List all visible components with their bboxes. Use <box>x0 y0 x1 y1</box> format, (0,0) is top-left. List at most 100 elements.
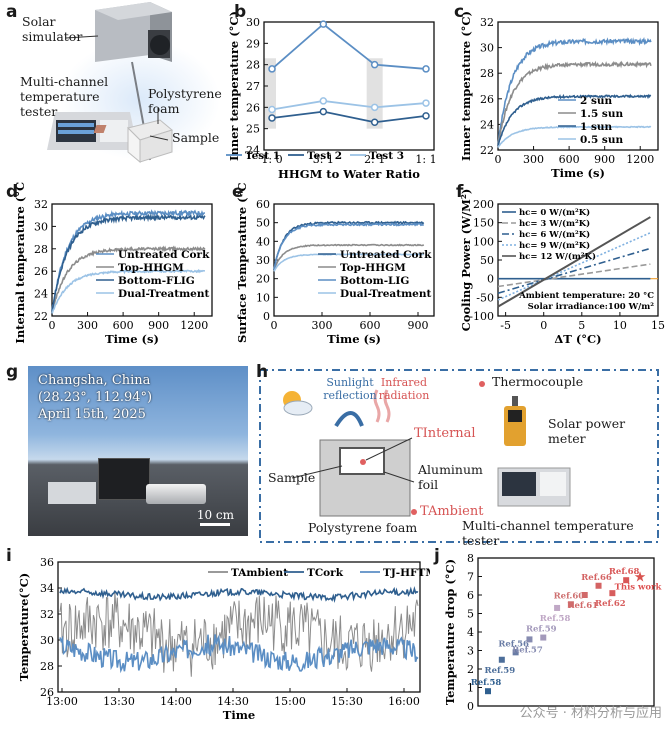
legend-label: Bottom-FLIG <box>118 275 195 287</box>
y-tick-label: 100 <box>473 235 494 248</box>
data-point <box>422 65 430 73</box>
point-label: Ref.59 <box>526 625 557 635</box>
tester-device <box>48 482 96 504</box>
series-line <box>497 60 652 147</box>
x-tick-label: 14:00 <box>160 695 192 708</box>
y-tick-label: 8 <box>467 552 474 565</box>
legend-label: 2 sun <box>580 95 613 107</box>
panel-label-b: b <box>234 2 247 22</box>
plot-frame <box>51 203 213 317</box>
x-tick-label: 0 <box>49 319 56 332</box>
series-line <box>497 93 652 147</box>
data-point <box>485 688 491 695</box>
dashed-frame <box>259 369 659 543</box>
x-tick-label: 900 <box>148 319 169 332</box>
x-tick-label: 300 <box>312 319 333 332</box>
point-label: Ref.57 <box>512 645 543 655</box>
data-point <box>623 577 630 584</box>
foam-sample-icon <box>93 119 174 164</box>
y-axis-label: Temperature drop (°C) <box>443 559 457 705</box>
legend-thermocouple-dot <box>479 381 485 387</box>
x-axis-label: Time (s) <box>551 166 605 180</box>
y-tick-label: 7 <box>467 571 474 584</box>
point-label: Ref.58 <box>471 678 502 688</box>
series-line <box>273 222 424 270</box>
y-tick-label: -100 <box>469 310 494 323</box>
ambient-thermocouple-dot <box>411 509 417 515</box>
data-point <box>268 114 276 122</box>
x-axis-label: Time (s) <box>327 332 381 346</box>
y-tick-label: 5 <box>467 608 474 621</box>
point-label: Ref.59 <box>485 666 516 676</box>
y-tick-label: 36 <box>40 556 54 569</box>
data-point <box>512 649 519 656</box>
legend-label: 0.5 sun <box>580 134 623 146</box>
series-line <box>51 245 206 314</box>
data-point <box>540 634 547 641</box>
plot-frame <box>497 21 659 151</box>
y-tick-label: 32 <box>40 608 54 621</box>
legend-label: hc= 9 W/(m²K) <box>519 240 590 251</box>
x-tick-label: 2: 1 <box>364 153 385 166</box>
legend-label: Dual-Treatment <box>340 288 431 300</box>
label-thermocouple: Thermocouple <box>492 374 584 389</box>
y-tick-label: 0 <box>487 273 494 286</box>
foil-sample <box>146 484 206 504</box>
legend-label: hc= 12 W/(m²K) <box>519 251 596 262</box>
y-tick-label: 50 <box>256 217 270 230</box>
data-point <box>319 97 328 105</box>
panel-label-i: i <box>6 546 12 566</box>
legend-label: 1 sun <box>580 121 613 133</box>
reflection-arrow <box>334 411 364 428</box>
legend-label: 1.5 sun <box>580 108 623 120</box>
label-sample: Sample <box>172 130 220 145</box>
y-tick-label: 25 <box>246 123 260 136</box>
series-line <box>497 36 652 145</box>
y-tick-label: 32 <box>34 198 48 211</box>
x-axis-label: ΔT (°C) <box>554 332 601 346</box>
x-axis-label: Time (s) <box>105 332 159 346</box>
series-line <box>271 22 427 70</box>
x-tick-label: 14:30 <box>217 695 249 708</box>
point-label: Ref.68 <box>609 567 640 577</box>
series-line <box>497 247 651 294</box>
legend-label: hc= 0 W/(m²K) <box>519 207 590 218</box>
legend-label: hc= 6 W/(m²K) <box>519 229 590 240</box>
x-tick-label: 1200 <box>180 319 208 332</box>
x-tick-label: 300 <box>77 319 98 332</box>
panel-b: b 24 25 26 27 28 29 30 1: 0 3: 1 2: 1 1: 1 HHGM to … <box>222 0 444 181</box>
y-axis-label: Internal temperature (°C) <box>13 182 27 344</box>
legend-label: Top-HHGM <box>118 262 184 274</box>
data-point <box>268 65 276 73</box>
sun-icon <box>283 391 313 416</box>
label-temperature-tester: Multi-channel temperature tester <box>20 74 109 119</box>
panel-label-f: f <box>456 182 464 202</box>
y-axis-label: Temperature(°C) <box>17 573 31 681</box>
y-tick-label: 150 <box>473 217 494 230</box>
data-point <box>526 636 533 643</box>
y-tick-label: 1 <box>467 682 474 695</box>
series-line <box>59 585 419 604</box>
y-tick-label: 60 <box>256 198 270 211</box>
data-point <box>319 107 328 116</box>
legend-label: TAmbient <box>231 567 288 579</box>
label-tester: Multi-channel temperature tester <box>462 518 634 548</box>
annotation: Solar irradiance:100 W/m² <box>528 302 655 312</box>
x-tick-label: 15:30 <box>331 695 363 708</box>
y-tick-label: 30 <box>34 220 48 233</box>
photo-date: April 15th, 2025 <box>38 407 146 422</box>
y-tick-label: -50 <box>476 291 494 304</box>
series-line <box>59 591 419 677</box>
temperature-tester-icon <box>47 112 138 150</box>
series-line <box>51 209 206 312</box>
y-tick-label: 28 <box>40 660 54 673</box>
data-point <box>554 604 561 611</box>
point-label: Ref.61 <box>567 601 598 611</box>
data-point <box>370 60 379 69</box>
x-axis-label: Time <box>223 708 255 722</box>
y-tick-label: 22 <box>34 310 48 323</box>
panel-label-j: j <box>434 546 440 566</box>
scale-bar-label: 10 cm <box>196 508 234 522</box>
